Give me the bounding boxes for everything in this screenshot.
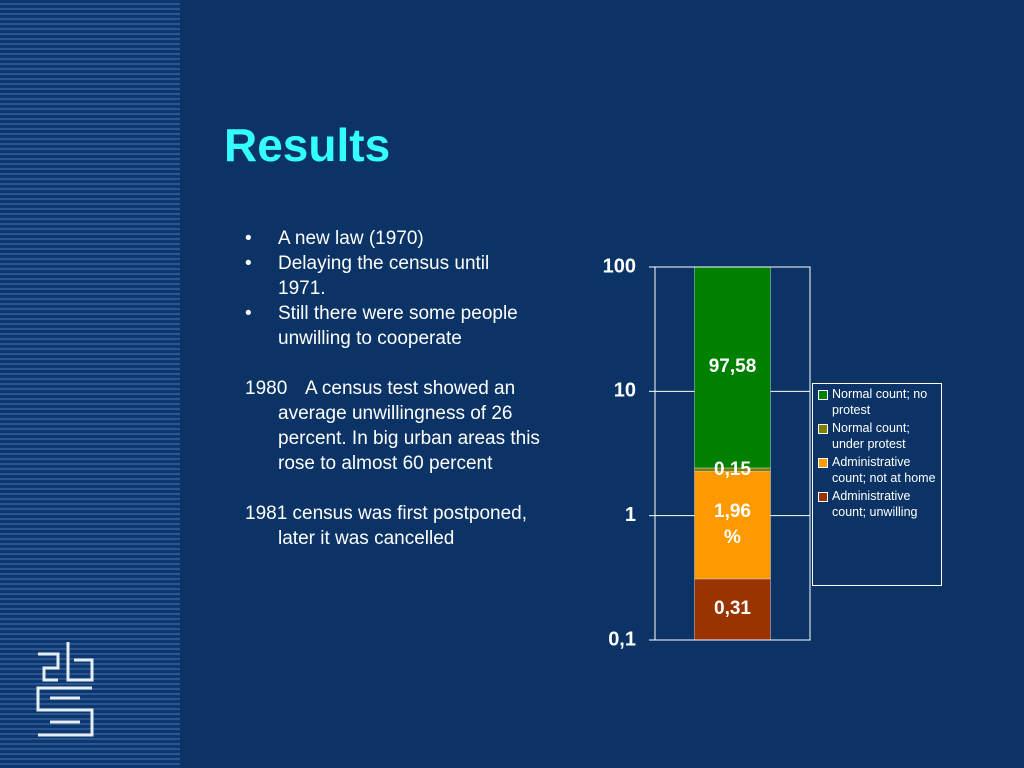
y-tick-label: 0,1 xyxy=(608,628,636,650)
side-stripe xyxy=(0,0,180,768)
logo xyxy=(36,642,94,737)
bar-segment xyxy=(694,578,771,641)
legend-entry: Normal count; under protest xyxy=(818,420,937,452)
logo-b xyxy=(66,642,94,682)
legend-swatch xyxy=(818,390,828,400)
plot-frame xyxy=(654,266,811,641)
bar-segment xyxy=(694,266,771,469)
logo-s xyxy=(36,686,94,737)
legend-entry: Administrative count; unwilling xyxy=(818,488,937,520)
bullet: Still there were some people unwilling t… xyxy=(245,301,533,351)
legend-swatch xyxy=(818,492,828,502)
value-label: 97,58 xyxy=(708,356,757,378)
legend-entry: Administrative count; not at home xyxy=(818,454,937,486)
value-label: 1,96 % xyxy=(714,501,751,549)
value-label: 0,15 xyxy=(714,458,751,480)
legend-entry: Normal count; no protest xyxy=(818,386,937,418)
value-label: 0,31 xyxy=(714,598,751,620)
bar-segment xyxy=(694,471,771,580)
paragraph: 1980 A census test showed an average unwi… xyxy=(245,376,563,476)
y-tick-label: 10 xyxy=(614,380,636,402)
paragraph: 1981 census was first postponed, later i… xyxy=(245,501,563,551)
legend: Normal count; no protest Normal count; un… xyxy=(812,383,942,586)
legend-label: Normal count; no protest xyxy=(832,387,928,417)
logo-c xyxy=(38,652,60,682)
legend-label: Normal count; under protest xyxy=(832,421,910,451)
bullet: Delaying the census until 1971. xyxy=(245,251,533,301)
legend-swatch xyxy=(818,458,828,468)
y-tick-label: 100 xyxy=(603,255,636,277)
paragraph-text: A census test showed an average unwillin… xyxy=(278,378,540,474)
legend-swatch xyxy=(818,424,828,434)
body-text: A new law (1970)Delaying the census unti… xyxy=(245,226,565,551)
legend-label: Administrative count; not at home xyxy=(832,455,936,485)
paragraph-text: 1981 census was first postponed, later i… xyxy=(245,503,528,549)
slide-title: Results xyxy=(224,119,391,171)
y-tick-label: 1 xyxy=(625,504,636,526)
bullet: A new law (1970) xyxy=(245,226,533,251)
legend-label: Administrative count; unwilling xyxy=(832,489,918,519)
paragraph-label: 1980 xyxy=(245,378,288,399)
